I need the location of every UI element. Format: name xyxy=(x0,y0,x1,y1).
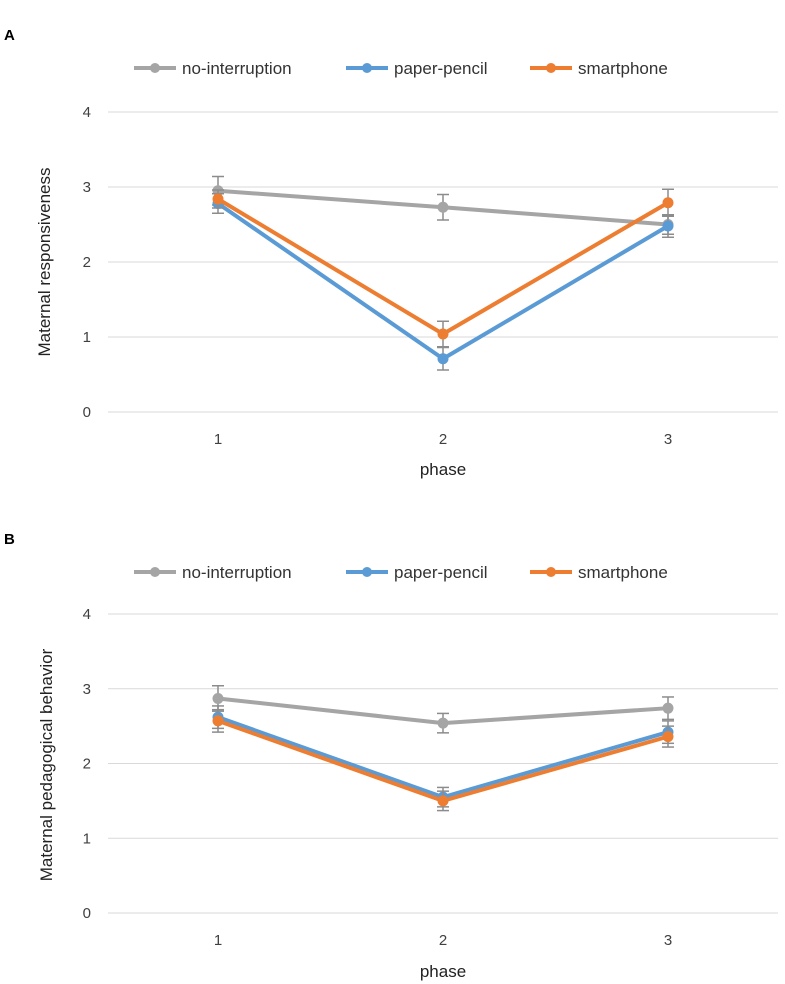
data-point xyxy=(662,702,674,714)
y-tick-label: 2 xyxy=(83,254,91,271)
data-point xyxy=(212,193,224,205)
y-tick-label: 0 xyxy=(83,905,91,922)
x-tick-label: 2 xyxy=(439,932,447,949)
y-gridlines xyxy=(108,613,778,914)
y-axis-label: Maternal responsiveness xyxy=(35,168,54,357)
legend-label: smartphone xyxy=(578,59,668,78)
x-axis-label: phase xyxy=(420,460,466,479)
x-axis-label: phase xyxy=(420,962,466,981)
data-point xyxy=(212,715,224,727)
data-point xyxy=(437,328,449,340)
legend-label: no-interruption xyxy=(182,59,292,78)
legend-label: no-interruption xyxy=(182,563,292,582)
series-no-interruption xyxy=(212,685,674,734)
legend-swatch-marker xyxy=(362,567,372,577)
y-tick-label: 4 xyxy=(83,104,91,121)
x-tick-label: 3 xyxy=(664,932,672,949)
legend-swatch-marker xyxy=(546,567,556,577)
data-point xyxy=(437,353,449,365)
legend-swatch-marker xyxy=(150,63,160,73)
panel-a: A no-interruption paper-pencil smartphon… xyxy=(4,27,778,479)
data-point xyxy=(212,692,224,704)
data-point xyxy=(662,731,674,743)
legend-label: smartphone xyxy=(578,563,668,582)
legend: no-interruption paper-pencil smartphone xyxy=(134,563,668,582)
legend-label: paper-pencil xyxy=(394,563,488,582)
legend-item-no-interruption: no-interruption xyxy=(134,59,292,78)
x-tick-label: 1 xyxy=(214,932,222,949)
legend-swatch-marker xyxy=(362,63,372,73)
legend: no-interruption paper-pencil smartphone xyxy=(134,59,668,78)
legend-swatch-marker xyxy=(150,567,160,577)
legend-item-no-interruption: no-interruption xyxy=(134,563,292,582)
panel-label: B xyxy=(4,531,15,548)
panel-b: B no-interruption paper-pencil smartphon… xyxy=(4,531,778,981)
data-point xyxy=(662,220,674,232)
x-tick-label: 2 xyxy=(439,431,447,448)
data-point xyxy=(662,197,674,209)
y-axis-label: Maternal pedagogical behavior xyxy=(37,648,56,881)
y-tick-label: 2 xyxy=(83,756,91,773)
y-tick-label: 1 xyxy=(83,830,91,847)
legend-swatch-marker xyxy=(546,63,556,73)
legend-label: paper-pencil xyxy=(394,59,488,78)
data-point xyxy=(437,795,449,807)
legend-item-smartphone: smartphone xyxy=(530,563,668,582)
y-tick-label: 3 xyxy=(83,179,91,196)
legend-item-smartphone: smartphone xyxy=(530,59,668,78)
x-tick-label: 1 xyxy=(214,431,222,448)
y-tick-label: 4 xyxy=(83,606,91,623)
legend-item-paper-pencil: paper-pencil xyxy=(346,563,488,582)
y-tick-label: 0 xyxy=(83,404,91,421)
series-smartphone xyxy=(212,188,674,348)
x-tick-label: 3 xyxy=(664,431,672,448)
y-tick-label: 1 xyxy=(83,329,91,346)
data-point xyxy=(437,717,449,729)
legend-item-paper-pencil: paper-pencil xyxy=(346,59,488,78)
panel-label: A xyxy=(4,27,15,44)
series-smartphone xyxy=(212,708,674,812)
data-point xyxy=(437,201,449,213)
y-tick-label: 3 xyxy=(83,681,91,698)
